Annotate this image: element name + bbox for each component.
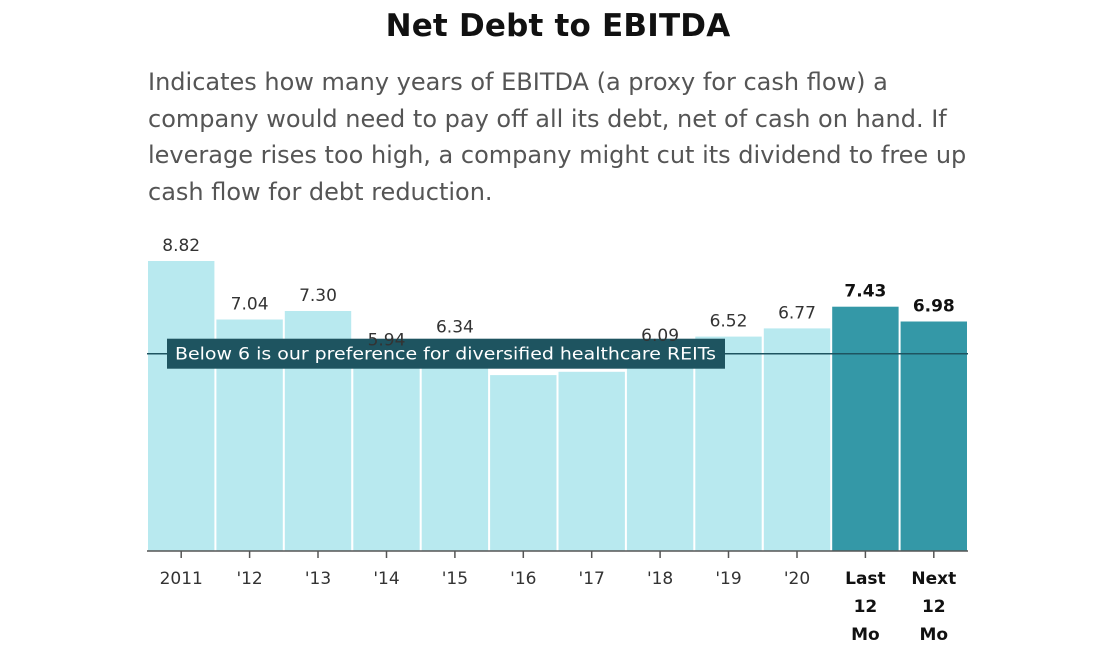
tick-label-0: 2011 xyxy=(160,569,203,589)
tick-label-8: '19 xyxy=(715,569,741,589)
bar-5 xyxy=(490,375,557,551)
tick-label-5: '16 xyxy=(510,569,536,589)
tick-label-10: Last 12 Mo xyxy=(845,569,886,645)
tick-label-1: '12 xyxy=(236,569,262,589)
value-labels-group: 8.82 7.04 7.30 5.94 6.34 6.09 6.52 6.77 7.43 6.98 xyxy=(162,236,955,351)
bar-8 xyxy=(695,336,762,551)
tick-label-6: '17 xyxy=(579,569,605,589)
value-label-4: 6.34 xyxy=(436,318,474,338)
value-label-8: 6.52 xyxy=(710,312,748,332)
value-label-1: 7.04 xyxy=(231,295,269,315)
tick-label-2: '13 xyxy=(305,569,331,589)
bar-4 xyxy=(421,342,489,551)
tick-label-4: '15 xyxy=(442,569,468,589)
value-label-3: 5.94 xyxy=(368,331,406,351)
bar-3 xyxy=(353,355,420,551)
bar-6 xyxy=(558,371,625,551)
chart-title: Net Debt to EBITDA xyxy=(385,8,731,44)
reference-line-group: Below 6 is our preference for diversifie… xyxy=(147,338,968,369)
reference-line-label: Below 6 is our preference for diversifie… xyxy=(175,345,716,365)
tick-label-11: Next 12 Mo xyxy=(911,569,956,645)
x-axis: 2011 '12 '13 '14 '15 '16 '17 '18 '19 '20 Last 12 Mo N… xyxy=(147,550,968,645)
reference-label-background xyxy=(167,338,725,369)
value-label-2: 7.30 xyxy=(299,286,337,306)
bar-10 xyxy=(832,306,899,551)
bar-9 xyxy=(763,328,831,551)
tick-label-7: '18 xyxy=(647,569,673,589)
value-label-0: 8.82 xyxy=(162,236,200,256)
bars-group xyxy=(148,261,967,551)
chart-subtitle: Indicates how many years of EBITDA (a pr… xyxy=(148,68,967,206)
tick-label-9: '20 xyxy=(784,569,810,589)
tick-label-3: '14 xyxy=(373,569,399,589)
value-label-11: 6.98 xyxy=(913,297,955,317)
bar-11 xyxy=(900,321,967,551)
value-label-10: 7.43 xyxy=(844,282,886,302)
value-label-7: 6.09 xyxy=(641,326,679,346)
bar-0 xyxy=(148,261,215,551)
value-label-9: 6.77 xyxy=(778,303,816,323)
bar-7 xyxy=(626,350,694,551)
